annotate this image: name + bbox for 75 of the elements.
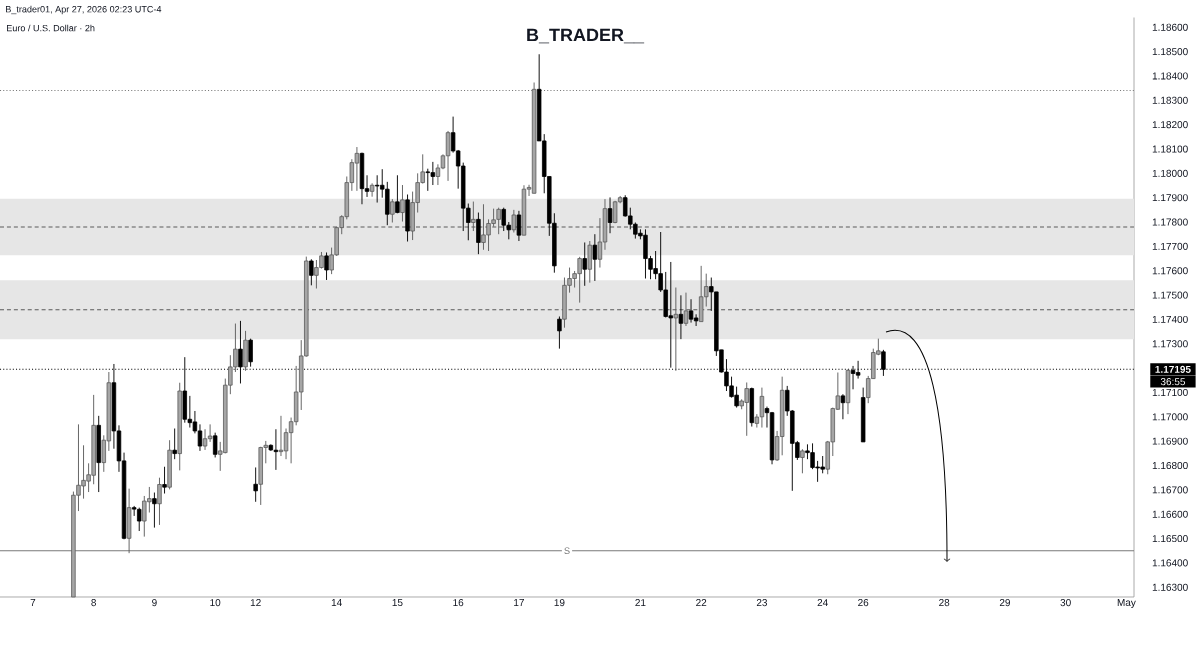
text: 36:55 (1160, 378, 1186, 386)
y-tick-label: 1.17900 (1152, 194, 1188, 202)
y-tick-label: 1.18100 (1152, 145, 1188, 153)
candlestick (253, 466, 258, 503)
x-tick-label: 28 (939, 599, 950, 607)
candlestick (212, 432, 218, 458)
candlestick (172, 428, 177, 460)
candlestick (162, 466, 167, 494)
x-tick-label: 14 (331, 599, 342, 606)
y-tick-label: 1.17100 (1152, 388, 1188, 397)
y-tick-label: 1.16400 (1152, 559, 1188, 567)
candlestick (390, 198, 395, 223)
x-tick-label: 10 (210, 599, 221, 607)
y-tick-label: 1.18600 (1152, 23, 1188, 31)
text: B_trader01, Apr 27, 2026 02:23 UTC-4 (6, 5, 162, 15)
candlestick (309, 258, 314, 286)
candlestick (607, 196, 613, 234)
candlestick (840, 393, 846, 420)
y-tick-label: 1.16300 (1152, 583, 1188, 591)
text: B_TRADER__ (527, 28, 645, 44)
candlestick (678, 294, 684, 340)
x-tick-label: 8 (91, 599, 96, 607)
x-tick-label: 26 (858, 599, 869, 607)
candlestick (800, 448, 805, 474)
x-tick-label: 21 (635, 599, 646, 607)
x-tick-label: 23 (756, 599, 768, 607)
y-tick-label: 1.16700 (1152, 486, 1188, 494)
candlestick (693, 313, 699, 327)
candlestick (324, 251, 329, 281)
y-tick-label: 1.18000 (1152, 169, 1188, 177)
candlestick (207, 423, 213, 443)
candlestick (395, 174, 400, 214)
candlestick (511, 209, 517, 233)
y-tick-label: 1.18400 (1152, 72, 1188, 80)
x-tick-label: 15 (392, 599, 403, 607)
x-tick-label: 29 (999, 599, 1010, 607)
candlestick (157, 477, 162, 526)
text: Euro / U.S. Dollar · 2h (7, 24, 95, 32)
candlestick (476, 212, 481, 255)
y-tick-label: 1.17800 (1152, 218, 1188, 226)
y-tick-label: 1.17300 (1152, 340, 1188, 348)
x-tick-label: 7 (30, 599, 36, 606)
x-tick-label: 17 (514, 599, 524, 606)
x-tick-label: May (1117, 599, 1136, 608)
y-tick-label: 1.17500 (1152, 291, 1188, 299)
candlestick (592, 233, 598, 282)
candlestick (582, 242, 587, 287)
x-tick-label: 19 (554, 599, 565, 607)
x-tick-label: 12 (250, 599, 261, 607)
x-tick-label: 16 (453, 599, 464, 607)
candlestick (248, 338, 253, 368)
candlestick (152, 492, 157, 529)
x-tick-label: 9 (152, 599, 157, 607)
x-tick-label: 30 (1060, 599, 1071, 607)
y-tick-label: 1.16500 (1152, 535, 1188, 543)
y-tick-label: 1.16800 (1152, 461, 1188, 470)
y-tick-label: 1.18500 (1152, 48, 1188, 56)
y-tick-label: 1.18200 (1152, 121, 1188, 129)
candlestick (425, 168, 431, 192)
y-tick-label: 1.16600 (1152, 510, 1188, 518)
candlestick (516, 210, 522, 242)
y-tick-label: 1.17700 (1152, 242, 1188, 250)
candlestick (400, 184, 405, 223)
candlestick (557, 316, 562, 350)
candlestick (369, 182, 375, 198)
candlestick (445, 130, 451, 182)
y-tick-label: 1.17600 (1152, 267, 1188, 275)
y-tick-label: 1.17000 (1152, 413, 1188, 421)
x-tick-label: 22 (696, 599, 707, 607)
y-tick-label: 1.16900 (1152, 437, 1188, 445)
ref-line-label: 1.17195 (1155, 365, 1191, 373)
ref-line-label: S (564, 547, 570, 555)
y-tick-label: 1.18300 (1152, 96, 1188, 104)
x-tick-label: 24 (817, 599, 828, 607)
y-tick-label: 1.17400 (1152, 315, 1188, 323)
